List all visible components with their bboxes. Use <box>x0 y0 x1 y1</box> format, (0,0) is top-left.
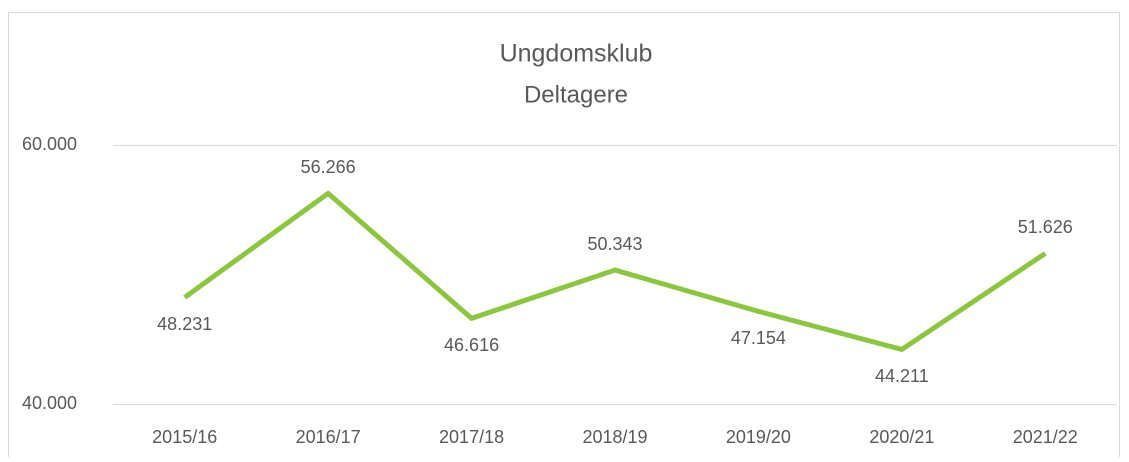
x-tick-label: 2020/21 <box>869 427 934 447</box>
x-tick-label: 2019/20 <box>726 427 791 447</box>
data-label: 46.616 <box>444 335 499 355</box>
chart-title: Ungdomsklub <box>500 40 653 68</box>
data-label: 48.231 <box>157 314 212 334</box>
y-tick-label: 60.000 <box>22 134 77 154</box>
data-label: 50.343 <box>587 234 642 254</box>
data-label: 51.626 <box>1018 217 1073 237</box>
y-tick-label: 40.000 <box>22 393 77 413</box>
x-tick-label: 2016/17 <box>296 427 361 447</box>
chart-subtitle: Deltagere <box>524 81 628 108</box>
x-tick-label: 2018/19 <box>582 427 647 447</box>
data-label: 56.266 <box>301 157 356 177</box>
x-tick-label: 2021/22 <box>1013 427 1078 447</box>
data-label: 44.211 <box>875 366 929 386</box>
chart-border <box>8 12 1120 462</box>
data-line <box>183 190 1047 352</box>
x-tick-label: 2017/18 <box>439 427 504 447</box>
x-tick-label: 2015/16 <box>152 427 217 447</box>
data-label: 47.154 <box>731 328 786 348</box>
